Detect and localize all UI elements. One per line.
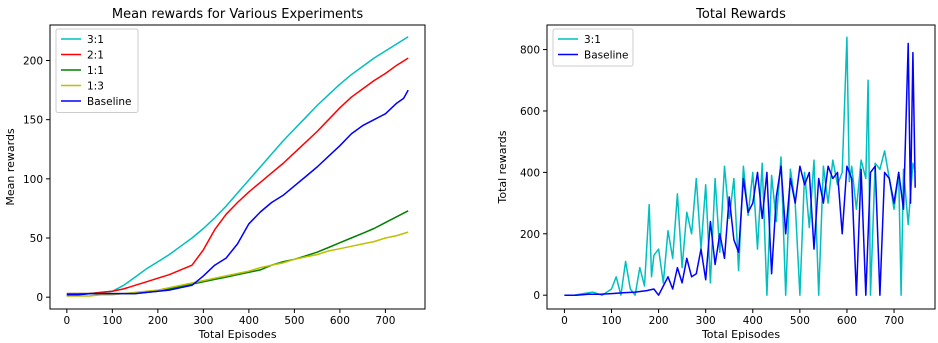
mean-x-tick-label: 600: [330, 315, 350, 327]
mean-legend-label: 1:1: [87, 65, 104, 77]
total-x-axis-label: Total Episodes: [701, 328, 780, 341]
mean-y-tick-label: 150: [23, 115, 43, 127]
mean-x-tick-label: 300: [193, 315, 213, 327]
mean-rewards-chart: 0 100 200 300 400 500 600 700 0 50 100 150 200 Mean r…: [4, 7, 426, 341]
total-legend-label: Baseline: [584, 50, 629, 62]
mean-x-tick-label: 200: [148, 315, 168, 327]
total-y-tick-label: 600: [520, 106, 540, 118]
total-y-tick-label: 200: [520, 229, 540, 241]
mean-y-tick-label: 0: [36, 292, 43, 304]
total-y-tick-label: 800: [520, 45, 540, 57]
mean-y-tick-label: 50: [30, 233, 43, 245]
total-plot-frame: [546, 24, 936, 310]
mean-x-tick-label: 0: [63, 315, 70, 327]
total-rewards-chart: 0 100 200 300 400 500 600 700 0 200 400 600 800 Total…: [496, 7, 936, 341]
mean-x-tick-label: 400: [239, 315, 259, 327]
mean-legend-label: Baseline: [87, 96, 132, 108]
total-chart-title: Total Rewards: [695, 7, 786, 22]
total-y-tick-label: 0: [533, 290, 540, 302]
mean-chart-title: Mean rewards for Various Experiments: [112, 7, 364, 22]
mean-x-tick-label: 100: [102, 315, 122, 327]
mean-legend: [55, 28, 139, 113]
mean-series-line-2-1: [66, 57, 409, 295]
mean-series-line-1-1: [66, 210, 409, 295]
total-x-tick-label: 500: [790, 315, 810, 327]
total-y-axis-label: Total rewards: [496, 130, 509, 204]
total-x-tick-label: 400: [743, 315, 763, 327]
total-legend-label: 3:1: [584, 34, 601, 46]
total-y-tick-label: 400: [520, 167, 540, 179]
total-x-tick-label: 600: [837, 315, 857, 327]
mean-legend-label: 3:1: [87, 34, 104, 46]
mean-x-tick-label: 700: [375, 315, 395, 327]
mean-plot-frame: [49, 24, 426, 310]
total-x-tick-label: 300: [696, 315, 716, 327]
mean-x-tick-label: 500: [284, 315, 304, 327]
mean-y-axis-label: Mean rewards: [4, 128, 17, 206]
total-x-tick-label: 0: [561, 315, 568, 327]
mean-series-line-3-1: [66, 36, 409, 297]
mean-y-tick-label: 200: [23, 56, 43, 68]
mean-legend-label: 1:3: [87, 81, 104, 93]
mean-x-axis-label: Total Episodes: [197, 328, 276, 341]
total-series-line-3-1: [564, 36, 916, 296]
mean-series-line-1-3: [66, 231, 409, 297]
total-x-tick-label: 200: [649, 315, 669, 327]
mean-legend-label: 2:1: [87, 50, 104, 62]
total-series-line-baseline: [564, 42, 916, 296]
mean-y-tick-label: 100: [23, 174, 43, 186]
mean-series-line-baseline: [66, 89, 409, 296]
total-x-tick-label: 100: [601, 315, 621, 327]
total-x-tick-label: 700: [884, 315, 904, 327]
